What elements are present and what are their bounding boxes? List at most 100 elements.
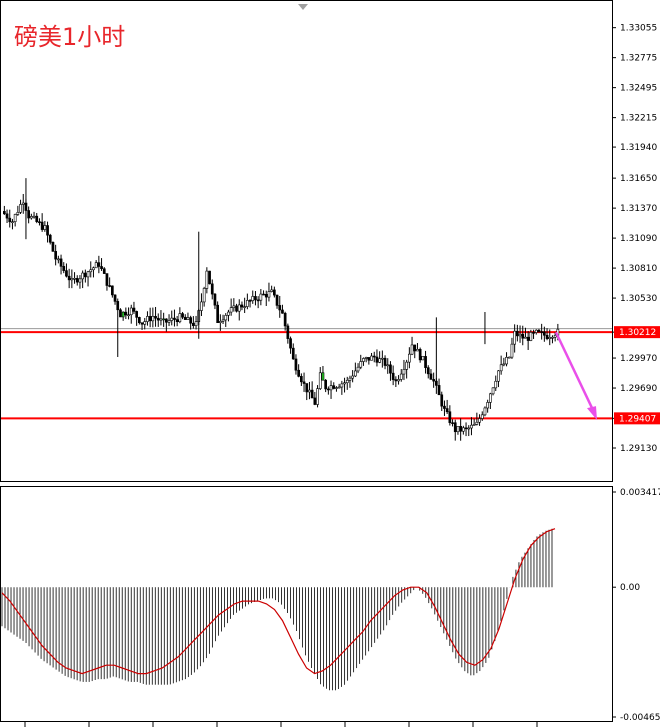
- y-tick-label: 1.30810: [620, 264, 657, 274]
- candle: [165, 318, 168, 332]
- candle: [124, 307, 128, 320]
- candle: [424, 350, 427, 374]
- candle-body: [391, 372, 395, 380]
- candle: [119, 308, 122, 318]
- candle-body: [232, 305, 236, 308]
- candle: [362, 357, 365, 366]
- candle: [16, 205, 20, 216]
- candle-body: [494, 380, 498, 389]
- candle: [105, 273, 109, 291]
- candle: [183, 314, 187, 320]
- candle-body: [518, 333, 522, 337]
- candle: [156, 313, 160, 327]
- candle-body: [86, 271, 90, 278]
- candle: [294, 354, 298, 375]
- candle: [151, 307, 155, 328]
- candle: [237, 299, 241, 321]
- candle-body: [394, 379, 398, 382]
- candle: [505, 352, 508, 367]
- candle: [421, 356, 425, 361]
- candle-body: [129, 307, 133, 316]
- candle-body: [313, 397, 317, 405]
- candle: [507, 356, 511, 359]
- candle-body: [173, 317, 176, 320]
- candle: [297, 364, 301, 378]
- candle: [289, 336, 292, 354]
- candle-body: [151, 315, 155, 322]
- candle-body: [29, 216, 33, 219]
- y-tick-label: 1.29130: [620, 444, 657, 454]
- candle: [221, 314, 225, 324]
- indicator-tick-label: -0.004659: [620, 713, 660, 723]
- candle: [2, 205, 6, 215]
- candle: [534, 329, 538, 335]
- candle: [75, 275, 79, 286]
- y-axis: 1.33055 1.32775 1.32495 1.32215 1.31940 1.316…: [612, 24, 660, 454]
- candle-body: [524, 336, 527, 339]
- y-tick-label: 1.31090: [620, 234, 657, 244]
- candle: [275, 294, 279, 309]
- candle-body: [84, 272, 87, 278]
- candle: [316, 385, 319, 408]
- y-tick-label: 1.29970: [620, 354, 657, 364]
- candle-body: [351, 375, 355, 379]
- candle-body: [259, 293, 263, 301]
- y-tick-label: 1.31940: [620, 143, 657, 153]
- candle-body: [515, 330, 519, 337]
- candle-body: [407, 353, 411, 363]
- candle-body: [340, 383, 344, 388]
- candle: [526, 331, 530, 350]
- candle: [173, 309, 176, 327]
- candle-body: [475, 421, 479, 425]
- candle-body: [113, 294, 117, 302]
- candle-body: [67, 275, 71, 281]
- candle: [302, 372, 306, 392]
- candle-body: [410, 344, 414, 355]
- candle-body: [443, 405, 446, 409]
- candle-body: [251, 296, 255, 301]
- candle: [464, 422, 468, 437]
- candle: [189, 315, 193, 330]
- level-price-box: [614, 412, 660, 425]
- candle: [483, 406, 487, 417]
- candle: [208, 270, 211, 285]
- candle: [240, 301, 244, 311]
- candle: [86, 270, 90, 287]
- candle-body: [345, 379, 349, 384]
- candle-body: [553, 334, 557, 338]
- level-price-label: 1.30212: [619, 328, 656, 338]
- candle-body: [143, 321, 147, 325]
- candle-body: [434, 380, 438, 386]
- candle: [367, 357, 371, 365]
- candle-body: [8, 217, 12, 223]
- candle-body: [451, 422, 454, 424]
- candle: [380, 350, 384, 368]
- candle: [8, 209, 12, 228]
- candle-body: [219, 321, 222, 324]
- candle-body: [40, 221, 44, 230]
- candle: [132, 301, 136, 314]
- candle: [251, 290, 255, 304]
- candle: [364, 356, 368, 363]
- candle-body: [480, 414, 484, 419]
- candle: [170, 310, 174, 326]
- candle-body: [310, 389, 314, 399]
- candle-body: [537, 329, 541, 332]
- candle: [443, 400, 446, 416]
- candle-body: [97, 262, 101, 267]
- candle: [407, 347, 411, 369]
- candle: [46, 221, 49, 243]
- candle-body: [362, 358, 365, 362]
- candle: [551, 335, 554, 344]
- candle: [140, 322, 144, 331]
- candle-body: [56, 258, 60, 261]
- y-tick-label: 1.29690: [620, 384, 657, 394]
- candle: [370, 352, 373, 361]
- candle-body: [194, 321, 198, 326]
- candle: [27, 206, 31, 224]
- candle-body: [11, 221, 14, 223]
- candle-body: [178, 313, 182, 323]
- candle-body: [483, 407, 487, 416]
- candle-body: [370, 355, 373, 361]
- candle: [456, 426, 460, 435]
